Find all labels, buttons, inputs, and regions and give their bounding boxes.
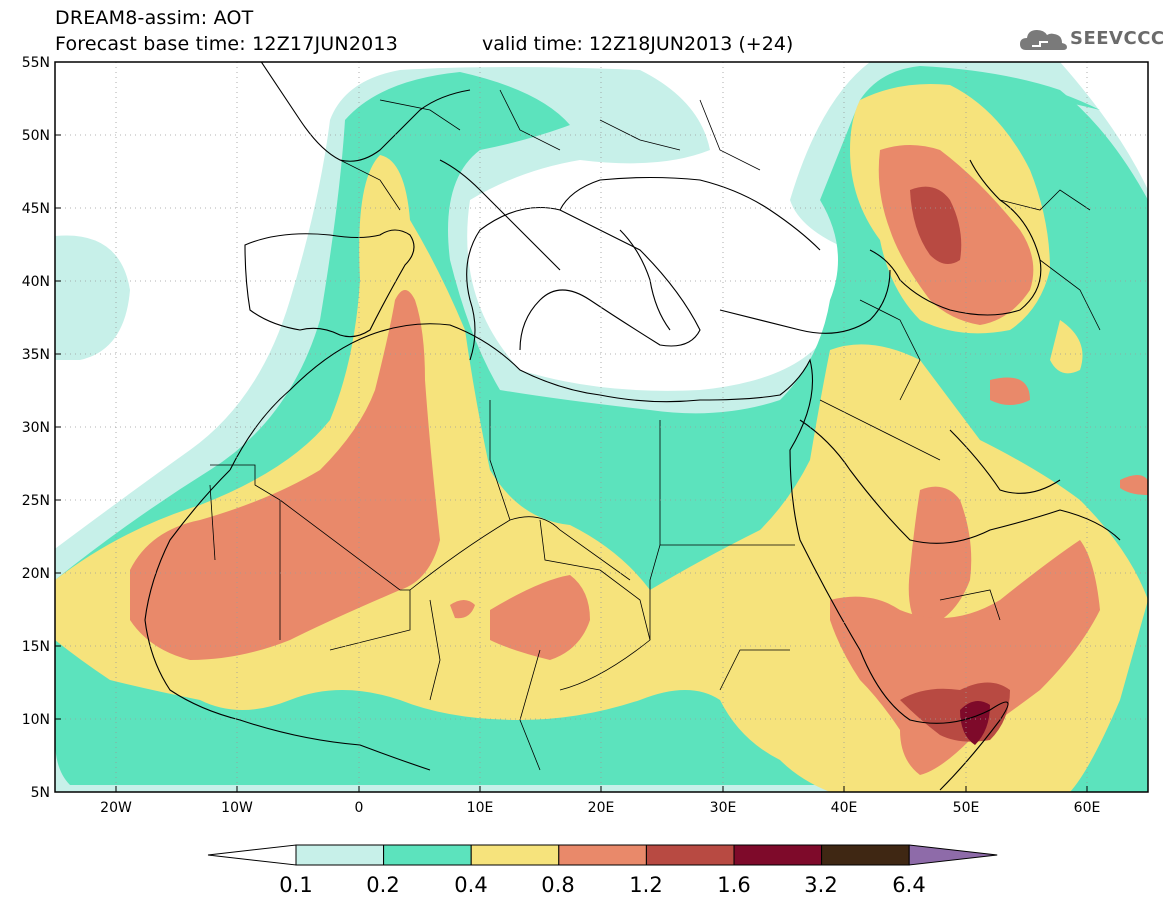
colorbar-label: 0.2 (366, 873, 399, 897)
aot-contour-1.6 (960, 701, 990, 745)
colorbar-segment (295, 844, 385, 866)
lon-label: 40E (831, 800, 858, 816)
colorbar-label: 6.4 (892, 873, 925, 897)
map-title: DREAM8-assim: AOT (55, 7, 254, 29)
grid-lines (55, 62, 1148, 792)
lat-label: 30N (22, 420, 50, 436)
lat-label: 35N (22, 347, 50, 363)
colorbar-under-triangle (207, 844, 297, 866)
cloud-logo-icon (1020, 30, 1067, 50)
lat-label: 55N (22, 55, 50, 71)
lon-label: 0 (355, 800, 364, 816)
colorbar-label: 0.1 (279, 873, 312, 897)
colorbar-segment (645, 844, 735, 866)
latitude-labels: 55N 50N 45N 40N 35N 30N 25N 20N 15N 10N … (22, 55, 50, 801)
colorbar-segment (733, 844, 823, 866)
lon-label: 20W (100, 800, 132, 816)
lat-label: 45N (22, 201, 50, 217)
lat-label: 25N (22, 493, 50, 509)
lat-label: 10N (22, 712, 50, 728)
colorbar-label: 3.2 (804, 873, 837, 897)
lon-label: 30E (710, 800, 737, 816)
lat-label: 5N (31, 785, 50, 801)
logo-text: SEEVCCC (1070, 28, 1165, 49)
lon-label: 10E (467, 800, 494, 816)
colorbar-segment (821, 844, 910, 866)
lat-label: 20N (22, 566, 50, 582)
colorbar-label: 0.4 (454, 873, 487, 897)
colorbar-label: 1.2 (629, 873, 662, 897)
colorbar-label: 1.6 (717, 873, 750, 897)
lon-label: 50E (953, 800, 980, 816)
colorbar-over-triangle (908, 844, 998, 866)
colorbar-segment (383, 844, 472, 866)
lat-label: 50N (22, 128, 50, 144)
colorbar-label: 0.8 (541, 873, 574, 897)
lat-label: 15N (22, 639, 50, 655)
colorbar-labels: 0.1 0.2 0.4 0.8 1.2 1.6 3.2 6.4 (279, 873, 925, 897)
colorbar-segments (207, 844, 998, 866)
country-borders (209, 89, 1101, 771)
axis-ticks (55, 61, 1088, 793)
valid-time: valid time: 12Z18JUN2013 (+24) (482, 33, 794, 55)
forecast-base-time: Forecast base time: 12Z17JUN2013 (55, 33, 398, 55)
lat-label: 40N (22, 274, 50, 290)
longitude-labels: 20W 10W 0 10E 20E 30E 40E 50E 60E (100, 800, 1100, 816)
lon-label: 10W (221, 800, 253, 816)
lon-label: 20E (588, 800, 615, 816)
colorbar-segment (558, 844, 647, 866)
colorbar-segment (470, 844, 560, 866)
lon-label: 60E (1074, 800, 1101, 816)
